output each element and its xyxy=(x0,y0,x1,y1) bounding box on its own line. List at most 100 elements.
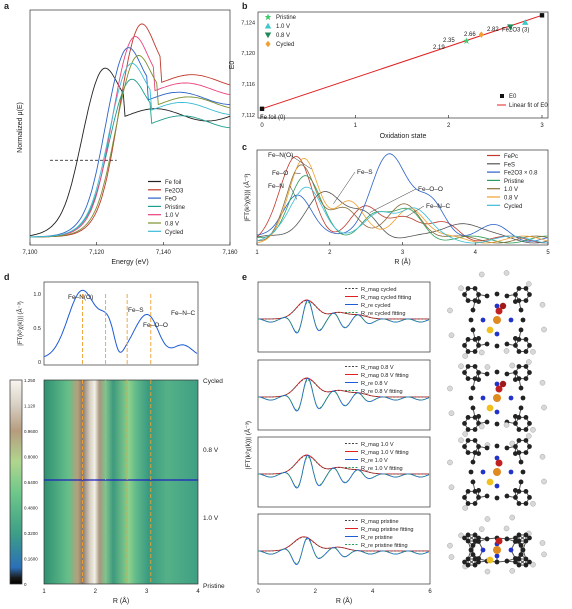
panel-d-top-ytick-label: 0 xyxy=(38,360,41,366)
panel-a-series-line xyxy=(30,78,231,238)
molecule-atom xyxy=(484,536,490,542)
molecule-atom xyxy=(494,483,500,489)
panel-label-c: c xyxy=(242,142,247,152)
panel-c-xtick-label: 1 xyxy=(255,250,259,256)
panel-b-legend-marker xyxy=(265,40,271,48)
panel-e-legend-label: R_mag 0.8 V fitting xyxy=(361,373,409,379)
molecule-atom xyxy=(518,459,524,465)
panel-d-colorbar-tick-label: 0.1600 xyxy=(24,557,38,562)
molecule-atom xyxy=(516,349,522,354)
molecule-hydrogen xyxy=(447,459,453,466)
molecule-atom xyxy=(527,421,532,426)
panel-a-series-line xyxy=(30,36,231,238)
panel-e-re-line xyxy=(257,454,430,489)
molecule-atom xyxy=(480,317,486,323)
molecule-hydrogen xyxy=(509,514,516,521)
molecule-atom xyxy=(494,421,500,427)
molecule-atom xyxy=(523,336,529,342)
molecule-atom xyxy=(518,385,524,391)
panel-b-xtick-label: 0 xyxy=(260,123,264,129)
molecule-atom xyxy=(504,558,510,564)
panel-label-d: d xyxy=(4,272,10,282)
molecule-atom xyxy=(480,395,486,401)
panel-d-colorbar-tick-label: 0.8000 xyxy=(24,455,38,460)
molecule-atom xyxy=(470,405,476,411)
molecule-oxygen-atom xyxy=(495,385,503,393)
panel-d-map-right-label: 1.0 V xyxy=(203,515,219,522)
molecule-atom xyxy=(480,469,486,475)
panel-c-legend-label: Pristine xyxy=(504,179,525,185)
molecule-atom xyxy=(512,556,518,561)
panel-a-legend-label: 0.8 V xyxy=(165,222,179,228)
molecule-hydrogen xyxy=(462,431,469,437)
molecule-atom xyxy=(472,562,478,568)
molecule-hydrogen xyxy=(530,500,536,507)
panel-b-point xyxy=(539,13,545,18)
molecule-atom xyxy=(518,543,524,548)
molecule-hydrogen xyxy=(462,505,469,511)
molecule-atom xyxy=(494,455,500,461)
panel-e-re-line xyxy=(257,377,430,412)
molecule-atom xyxy=(472,427,478,432)
panel-c-annotation-leader xyxy=(333,171,356,204)
molecule-atom xyxy=(494,443,500,449)
panel-d-colorbar-tick-label: 1.250 xyxy=(24,378,36,383)
molecule-hydrogen xyxy=(539,453,546,460)
molecule-hydrogen xyxy=(484,364,491,370)
molecule-atom xyxy=(472,538,478,544)
panel-b-xtick-label: 2 xyxy=(447,123,451,129)
panel-e-xtick-label: 4 xyxy=(371,589,375,595)
panel-c-legend-label: Cycled xyxy=(504,204,522,210)
panel-c-series-line xyxy=(256,153,548,242)
molecule-atom xyxy=(504,493,510,499)
panel-b-point xyxy=(463,37,470,45)
panel-b-ytick-label: 7,116 xyxy=(242,82,255,88)
molecule-atom xyxy=(476,559,481,565)
molecule-atom xyxy=(465,376,471,382)
molecule-hydrogen xyxy=(503,348,510,354)
panel-b-xtick-label: 1 xyxy=(354,123,358,129)
panel-e-legend-label: R_mag cycled xyxy=(361,287,396,293)
panel-e-legend-label: R_mag 1.0 V xyxy=(361,442,394,448)
molecule-iron-atom xyxy=(493,468,501,476)
panel-e-subplot-frame xyxy=(257,359,431,431)
molecule-atom xyxy=(476,292,481,297)
molecule-hydrogen xyxy=(539,540,546,546)
molecule-atom xyxy=(472,556,478,562)
molecule-atom xyxy=(520,547,526,553)
panel-e-legend-label: R_mag 0.8 V xyxy=(361,365,394,371)
molecule-atom xyxy=(527,370,532,375)
molecule-hydrogen xyxy=(525,359,532,365)
molecule-atom xyxy=(494,343,500,349)
molecule-atom xyxy=(470,543,476,548)
molecule-atom xyxy=(484,445,490,451)
molecule-atom xyxy=(512,539,518,544)
molecule-sulfur-atom xyxy=(486,326,494,334)
panel-d-map-xtick-label: 3 xyxy=(145,589,149,595)
molecule-atom xyxy=(516,376,522,382)
molecule-iron-atom xyxy=(493,394,501,402)
molecule-hydrogen xyxy=(458,363,464,370)
molecule-atom xyxy=(468,395,474,401)
panel-b-legend-marker xyxy=(264,13,272,21)
molecule-atom xyxy=(518,327,524,333)
panel-d-top-ytick-label: 1.0 xyxy=(33,292,41,298)
molecule-hydrogen xyxy=(525,281,532,287)
panel-c-xtick-label: 3 xyxy=(401,250,405,256)
molecule-hydrogen xyxy=(458,532,464,539)
panel-c-xtick-label: 5 xyxy=(546,250,550,256)
molecule-atom xyxy=(472,501,478,506)
panel-e-xtick-label: 2 xyxy=(314,589,318,595)
panel-c-series-line xyxy=(256,175,548,244)
panel-d-map-xtick-label: 4 xyxy=(196,589,200,595)
molecule-atom xyxy=(508,395,514,401)
panel-c-annotation: Fe–N–C xyxy=(426,203,451,210)
panel-a-series-line xyxy=(30,23,231,238)
molecule-atom xyxy=(462,370,467,375)
molecule-atom xyxy=(516,532,522,538)
molecule-atom xyxy=(504,536,510,542)
panel-b-fit-line xyxy=(261,14,543,110)
molecule-sulfur-atom xyxy=(486,556,494,564)
molecule-atom xyxy=(513,535,518,541)
panel-a-xlabel: Energy (eV) xyxy=(111,259,148,266)
